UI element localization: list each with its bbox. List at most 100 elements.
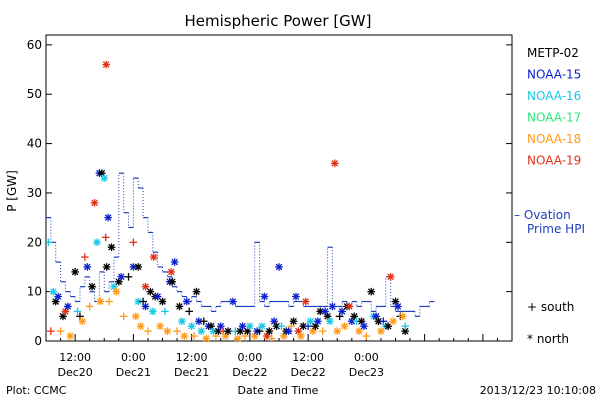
- data-point-noaa-15-north: [238, 322, 247, 330]
- x-tick-date-label: Dec20: [57, 366, 92, 379]
- data-point-noaa-18-north: [112, 287, 121, 296]
- y-tick-label: 30: [27, 186, 42, 200]
- data-point-noaa-18-north: [180, 332, 189, 340]
- data-point-noaa-18-north: [340, 322, 349, 330]
- data-point-noaa-16-north: [326, 317, 334, 326]
- data-point-metp-02-north: [175, 302, 184, 311]
- data-point-noaa-16-north: [100, 174, 109, 182]
- data-point-noaa-16-north: [187, 322, 196, 330]
- data-point-metp-02-north: [384, 322, 393, 330]
- data-point-noaa-15-north: [360, 322, 368, 330]
- data-point-noaa-18-north: [233, 334, 242, 343]
- x-tick-time-label: 0:00: [354, 351, 379, 364]
- data-point-noaa-18-south: [318, 327, 327, 335]
- data-point-noaa-15-north: [141, 302, 150, 311]
- data-point-noaa-19-north: [149, 253, 158, 261]
- data-point-noaa-15-north: [394, 302, 402, 311]
- data-point-noaa-15-north: [117, 273, 126, 281]
- data-point-noaa-18-north: [78, 317, 87, 326]
- data-point-noaa-15-north: [182, 297, 191, 306]
- legend-entry-noaa-16: NOAA-16: [527, 89, 581, 103]
- data-point-noaa-16-south: [401, 322, 410, 330]
- data-point-noaa-18-south: [56, 327, 65, 335]
- data-point-noaa-18-south: [267, 334, 276, 343]
- data-point-noaa-16-north: [110, 282, 118, 291]
- data-point-noaa-18-south: [105, 297, 113, 306]
- legend: METP-02 NOAA-15 NOAA-16 NOAA-17 NOAA-18 NOAA-…: [514, 46, 585, 346]
- data-point-noaa-15-north: [64, 302, 72, 311]
- x-tick-time-label: 0:00: [121, 351, 146, 364]
- data-point-noaa-16-south: [161, 307, 169, 316]
- data-point-metp-02-north: [224, 327, 232, 335]
- footer-right: 2013/12/23 10:10:08: [480, 384, 596, 397]
- data-point-noaa-18-north: [136, 322, 145, 330]
- data-point-noaa-18-north: [280, 332, 288, 340]
- y-tick-label: 40: [27, 137, 42, 151]
- footer-left: Plot: CCMC: [6, 384, 67, 397]
- y-axis: 0 10 20 30 40 50 60: [27, 38, 512, 348]
- x-axis: 12:00 Dec20 0:00 Dec21 12:00 Dec21 0:00 Dec22 12…: [45, 334, 513, 379]
- data-point-noaa-18-north: [297, 332, 305, 340]
- x-tick-date-label: Dec21: [174, 366, 209, 379]
- data-point-noaa-16-north: [93, 238, 101, 247]
- data-point-metp-02-north: [265, 327, 274, 335]
- x-tick-time-label: 12:00: [292, 351, 324, 364]
- data-point-metp-02-north: [158, 297, 167, 306]
- data-point-noaa-16-north: [148, 307, 157, 316]
- data-point-noaa-15-north: [153, 292, 162, 301]
- legend-entry-noaa-18: NOAA-18: [527, 132, 581, 146]
- legend-north-marker: * north: [527, 332, 569, 346]
- data-point-noaa-18-north: [377, 327, 385, 335]
- data-point-metp-02-south: [124, 273, 133, 281]
- y-tick-label: 10: [27, 285, 42, 299]
- data-point-noaa-15-north: [54, 292, 62, 301]
- y-tick-label: 60: [27, 38, 42, 52]
- ovation-prime-hpi-line: [46, 172, 435, 317]
- x-tick-date-label: Dec22: [290, 366, 325, 379]
- data-points: [44, 60, 410, 343]
- data-point-metp-02-north: [102, 263, 111, 271]
- data-point-noaa-18-north: [202, 334, 210, 343]
- x-tick-date-label: Dec22: [232, 366, 267, 379]
- legend-south-marker: + south: [527, 300, 574, 314]
- data-point-noaa-18-north: [398, 312, 407, 321]
- data-point-noaa-16-south: [73, 307, 82, 316]
- data-point-noaa-19-south: [81, 253, 89, 261]
- data-point-noaa-15-north: [195, 317, 203, 326]
- data-point-noaa-18-north: [132, 312, 140, 321]
- data-point-noaa-18-north: [163, 327, 172, 335]
- legend-entry-noaa-17: NOAA-17: [527, 111, 581, 125]
- data-point-noaa-19-south: [101, 233, 110, 242]
- data-point-noaa-18-north: [355, 327, 363, 335]
- data-point-noaa-18-south: [190, 332, 198, 340]
- x-tick-time-label: 0:00: [238, 351, 263, 364]
- data-point-noaa-19-south: [129, 238, 138, 247]
- x-axis-label: Date and Time: [238, 384, 319, 397]
- data-point-noaa-18-north: [66, 332, 75, 340]
- data-point-metp-02-north: [71, 268, 79, 276]
- legend-entry-metp-02: METP-02: [527, 46, 579, 60]
- data-point-metp-02-north: [192, 287, 201, 296]
- data-point-noaa-19-north: [102, 60, 110, 69]
- data-point-metp-02-north: [289, 317, 298, 326]
- data-point-noaa-19-north: [167, 268, 176, 276]
- data-point-noaa-15-north: [170, 258, 179, 266]
- data-point-noaa-15-north: [314, 317, 322, 326]
- data-point-metp-02-north: [88, 282, 96, 291]
- data-point-noaa-19-north: [90, 199, 99, 207]
- y-tick-label: 50: [27, 87, 42, 101]
- data-point-noaa-15-north: [229, 297, 237, 306]
- y-tick-label: 0: [34, 334, 42, 348]
- data-point-noaa-16-north: [306, 317, 315, 326]
- data-point-noaa-18-north: [96, 297, 105, 306]
- chart-title: Hemispheric Power [GW]: [185, 12, 372, 30]
- x-tick-date-label: Dec23: [349, 366, 384, 379]
- data-point-noaa-18-south: [173, 327, 181, 335]
- data-point-noaa-16-north: [197, 327, 206, 335]
- data-point-noaa-16-south: [277, 322, 286, 330]
- data-point-metp-02-north: [134, 263, 143, 271]
- legend-entry-noaa-15: NOAA-15: [527, 68, 581, 82]
- data-point-noaa-15-north: [83, 263, 92, 271]
- data-point-noaa-19-north: [331, 159, 339, 168]
